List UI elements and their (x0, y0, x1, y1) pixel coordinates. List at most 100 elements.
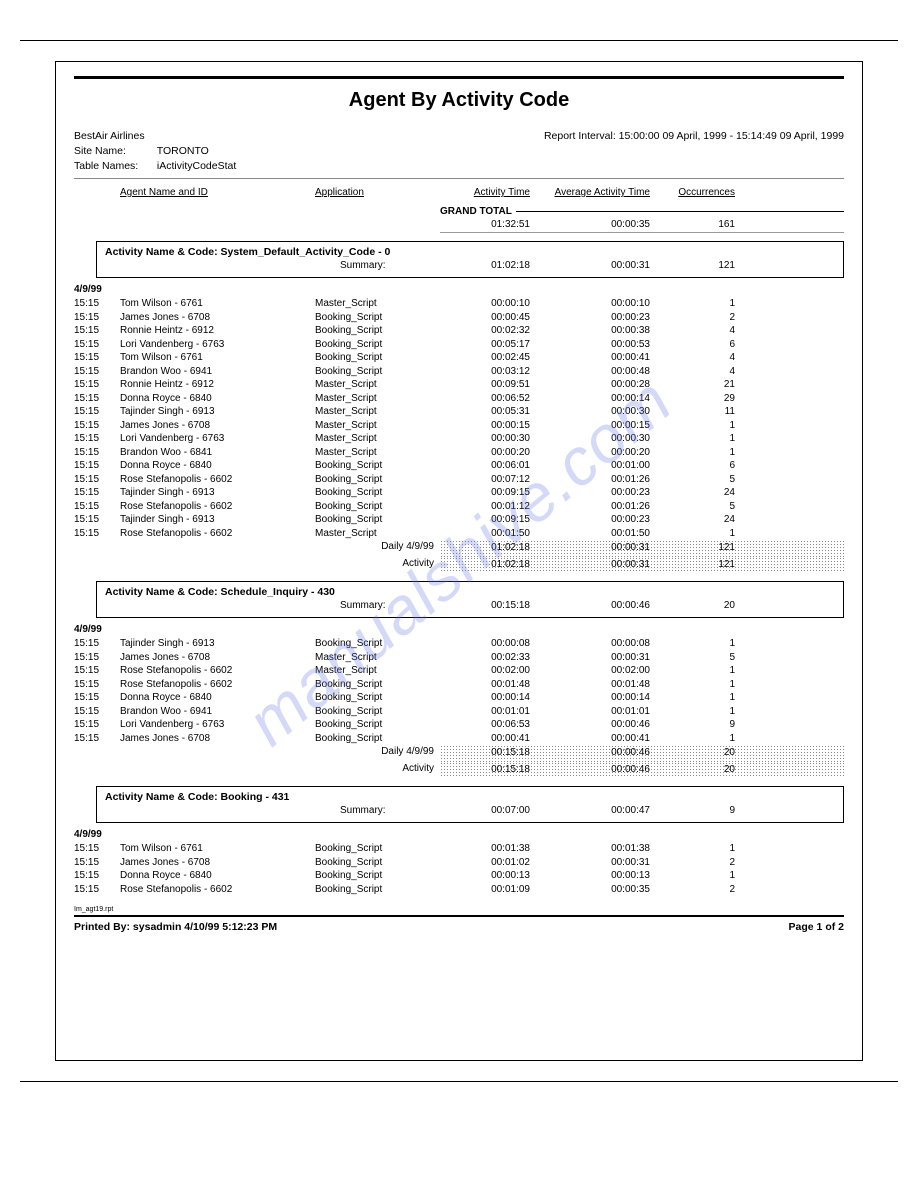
row-act: 00:01:01 (440, 705, 530, 719)
printed-by: Printed By: sysadmin 4/10/99 5:12:23 PM (74, 921, 277, 933)
row-time: 15:15 (74, 664, 120, 678)
row-avg: 00:00:35 (530, 883, 650, 897)
row-agent: Brandon Woo - 6941 (120, 365, 315, 379)
row-act: 00:00:41 (440, 732, 530, 746)
row-agent: James Jones - 6708 (120, 732, 315, 746)
row-act: 00:01:02 (440, 856, 530, 870)
data-row: 15:15James Jones - 6708Master_Script00:0… (74, 651, 844, 665)
data-row: 15:15James Jones - 6708Booking_Script00:… (74, 732, 844, 746)
row-act: 00:09:51 (440, 378, 530, 392)
row-app: Booking_Script (315, 732, 440, 746)
col-app: Application (315, 187, 364, 198)
data-row: 15:15Lori Vandenberg - 6763Booking_Scrip… (74, 718, 844, 732)
row-act: 00:00:45 (440, 311, 530, 325)
row-app: Booking_Script (315, 678, 440, 692)
summary-act: 00:15:18 (440, 600, 530, 611)
data-row: 15:15Donna Royce - 6840Booking_Script00:… (74, 459, 844, 473)
row-act: 00:00:14 (440, 691, 530, 705)
date-header: 4/9/99 (74, 829, 844, 840)
row-time: 15:15 (74, 432, 120, 446)
row-avg: 00:00:23 (530, 311, 650, 325)
row-app: Master_Script (315, 651, 440, 665)
row-app: Master_Script (315, 432, 440, 446)
row-avg: 00:00:46 (530, 718, 650, 732)
data-row: 15:15Tajinder Singh - 6913Booking_Script… (74, 513, 844, 527)
row-agent: James Jones - 6708 (120, 311, 315, 325)
row-agent: Tom Wilson - 6761 (120, 842, 315, 856)
row-avg: 00:00:10 (530, 297, 650, 311)
row-time: 15:15 (74, 718, 120, 732)
row-app: Master_Script (315, 419, 440, 433)
row-app: Booking_Script (315, 691, 440, 705)
row-app: Booking_Script (315, 705, 440, 719)
row-app: Master_Script (315, 527, 440, 541)
row-time: 15:15 (74, 651, 120, 665)
data-row: 15:15Tom Wilson - 6761Booking_Script00:0… (74, 842, 844, 856)
data-row: 15:15Rose Stefanopolis - 6602Booking_Scr… (74, 883, 844, 897)
row-app: Booking_Script (315, 718, 440, 732)
header-divider (74, 178, 844, 179)
data-row: 15:15Ronnie Heintz - 6912Booking_Script0… (74, 324, 844, 338)
row-avg: 00:01:48 (530, 678, 650, 692)
col-act: Activity Time (474, 187, 530, 198)
row-app: Master_Script (315, 378, 440, 392)
row-time: 15:15 (74, 324, 120, 338)
row-time: 15:15 (74, 378, 120, 392)
row-time: 15:15 (74, 311, 120, 325)
row-app: Booking_Script (315, 513, 440, 527)
row-agent: Tom Wilson - 6761 (120, 351, 315, 365)
row-app: Master_Script (315, 297, 440, 311)
row-app: Booking_Script (315, 324, 440, 338)
row-agent: Rose Stefanopolis - 6602 (120, 473, 315, 487)
row-occ: 9 (650, 718, 735, 732)
row-time: 15:15 (74, 446, 120, 460)
row-app: Master_Script (315, 446, 440, 460)
row-act: 00:06:01 (440, 459, 530, 473)
row-act: 00:00:20 (440, 446, 530, 460)
row-avg: 00:00:41 (530, 351, 650, 365)
daily-label: Daily 4/9/99 (74, 745, 440, 762)
row-time: 15:15 (74, 405, 120, 419)
row-occ: 1 (650, 732, 735, 746)
summary-act: 00:07:00 (440, 805, 530, 816)
date-header: 4/9/99 (74, 624, 844, 635)
row-act: 00:01:48 (440, 678, 530, 692)
summary-label: Summary: (340, 805, 440, 816)
row-act: 00:05:17 (440, 338, 530, 352)
row-occ: 21 (650, 378, 735, 392)
row-avg: 00:00:30 (530, 432, 650, 446)
daily-act: 01:02:18 (440, 541, 530, 556)
daily-avg: 00:00:31 (530, 541, 650, 556)
row-time: 15:15 (74, 869, 120, 883)
row-app: Booking_Script (315, 473, 440, 487)
company-name: BestAir Airlines (74, 130, 145, 142)
row-app: Master_Script (315, 664, 440, 678)
data-row: 15:15Rose Stefanopolis - 6602Booking_Scr… (74, 473, 844, 487)
activity-occ: 20 (650, 763, 735, 778)
data-row: 15:15Rose Stefanopolis - 6602Master_Scri… (74, 527, 844, 541)
summary-label: Summary: (340, 260, 440, 271)
row-time: 15:15 (74, 883, 120, 897)
row-occ: 2 (650, 883, 735, 897)
report-filename: Im_agt19.rpt (74, 906, 844, 913)
daily-act: 00:15:18 (440, 746, 530, 761)
row-agent: Tajinder Singh - 6913 (120, 513, 315, 527)
activity-subtotal: Activity00:15:1800:00:4620 (74, 762, 844, 779)
row-occ: 1 (650, 678, 735, 692)
row-agent: Donna Royce - 6840 (120, 691, 315, 705)
row-agent: Lori Vandenberg - 6763 (120, 338, 315, 352)
row-occ: 1 (650, 691, 735, 705)
report-interval: Report Interval: 15:00:00 09 April, 1999… (544, 130, 844, 142)
row-time: 15:15 (74, 473, 120, 487)
row-time: 15:15 (74, 297, 120, 311)
row-agent: James Jones - 6708 (120, 419, 315, 433)
data-row: 15:15Tajinder Singh - 6913Booking_Script… (74, 486, 844, 500)
column-headers: Agent Name and ID Application Activity T… (74, 187, 844, 198)
row-time: 15:15 (74, 500, 120, 514)
row-avg: 00:01:01 (530, 705, 650, 719)
section-summary: Summary:00:07:0000:00:479 (105, 805, 835, 816)
col-agent: Agent Name and ID (120, 187, 208, 198)
row-avg: 00:00:31 (530, 651, 650, 665)
row-act: 00:01:12 (440, 500, 530, 514)
row-act: 00:07:12 (440, 473, 530, 487)
